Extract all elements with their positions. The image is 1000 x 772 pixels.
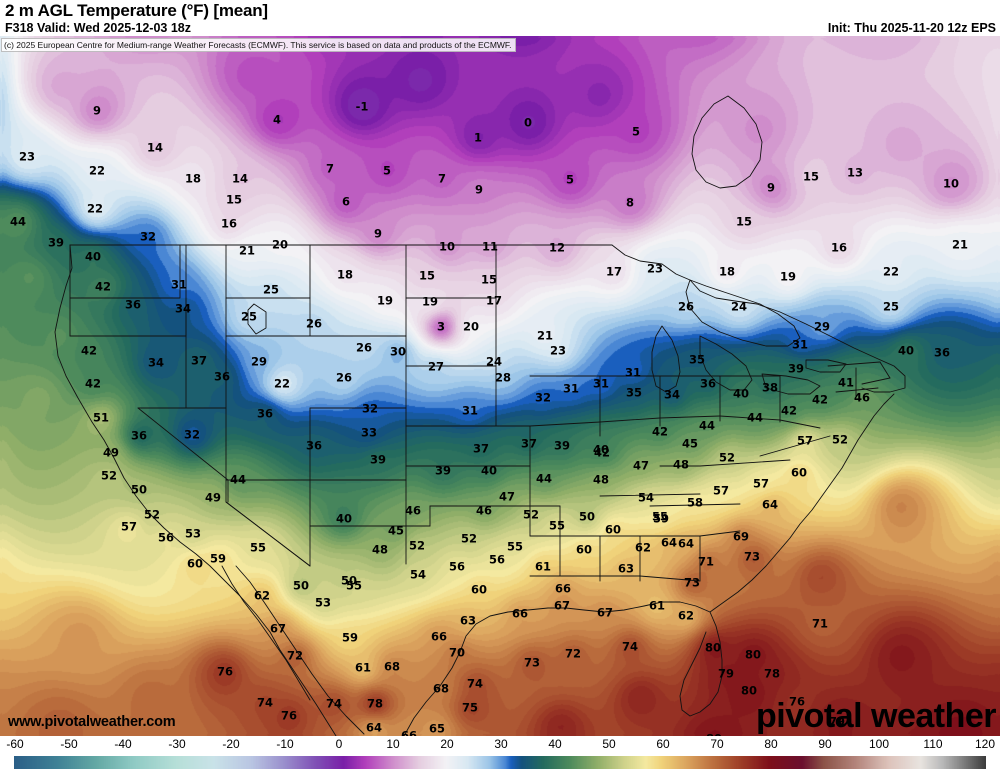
- colorbar-tick: -40: [114, 737, 132, 751]
- colorbar-tick: 100: [868, 737, 890, 751]
- colorbar-tick: 110: [923, 737, 943, 751]
- header: 2 m AGL Temperature (°F) [mean] F318 Val…: [0, 0, 1000, 36]
- colorbar-tick: 120: [974, 737, 996, 751]
- colorbar-tick: -10: [276, 737, 294, 751]
- colorbar: -60 -50 -40 -30 -20 -10 0 10 20 30 40 50 60 70 80 90 100…: [0, 736, 1000, 772]
- colorbar-tick: 0: [335, 737, 343, 751]
- map-viewport[interactable]: 9 4 -1 0 1 5 14 23 22 7 5 5 15 13 10 18 14 7 6 9 9 15 8 22 16 9 15…: [0, 36, 1000, 736]
- colorbar-tick: 90: [818, 737, 832, 751]
- colorbar-tick-labels: -60 -50 -40 -30 -20 -10 0 10 20 30 40 50 60 70 80 90 100…: [0, 736, 1000, 754]
- page-title: 2 m AGL Temperature (°F) [mean]: [5, 1, 268, 20]
- colorbar-tick: 50: [602, 737, 616, 751]
- colorbar-tick: 60: [656, 737, 670, 751]
- colorbar-tick: 80: [764, 737, 778, 751]
- site-url-watermark: www.pivotalweather.com: [8, 714, 176, 730]
- colorbar-tick: -30: [168, 737, 186, 751]
- colorbar-tick: 30: [494, 737, 508, 751]
- brand-watermark: pivotal weather: [755, 697, 997, 735]
- temperature-field-canvas: [0, 36, 1000, 736]
- colorbar-tick: 40: [548, 737, 562, 751]
- colorbar-tick: -60: [6, 737, 24, 751]
- colorbar-tick: -20: [222, 737, 240, 751]
- colorbar-tick: -50: [60, 737, 78, 751]
- colorbar-gradient: [14, 756, 986, 769]
- init-time-label: Init: Thu 2025-11-20 12z EPS: [827, 21, 996, 35]
- colorbar-tick: 10: [386, 737, 400, 751]
- attribution-text: (c) 2025 European Centre for Medium-rang…: [1, 38, 516, 52]
- valid-time-label: F318 Valid: Wed 2025-12-03 18z: [5, 21, 191, 35]
- colorbar-tick: 70: [710, 737, 724, 751]
- colorbar-tick: 20: [440, 737, 454, 751]
